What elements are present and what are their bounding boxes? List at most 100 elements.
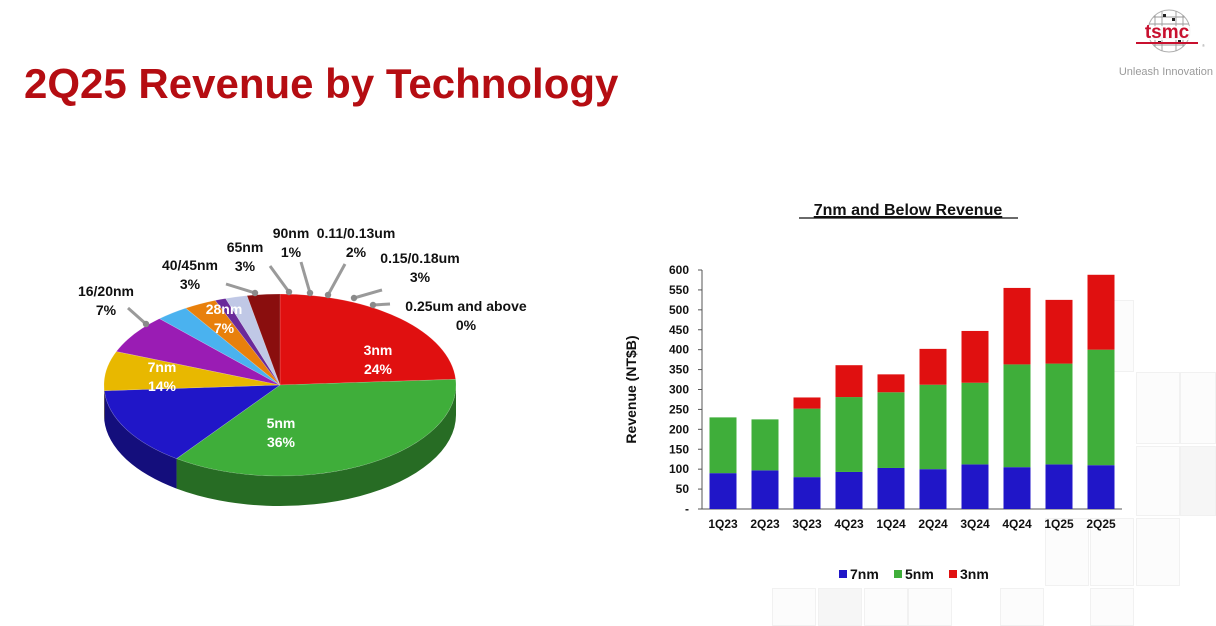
bar-3nm-2Q25 [1088,275,1115,350]
pie-leader-dot [325,292,331,298]
pie-label-value: 7% [96,302,117,318]
y-tick-label: 400 [669,343,689,357]
bar-7nm-4Q23 [836,472,863,509]
pie-label-name: 7nm [148,359,177,375]
x-tick-label: 3Q24 [960,517,990,531]
pie-leader-line [328,264,345,295]
y-tick-label: 150 [669,442,689,456]
background-grid-square [1180,446,1216,516]
page-title: 2Q25 Revenue by Technology [24,60,618,108]
pie-leader-dot [286,289,292,295]
bar-3nm-2Q24 [920,349,947,385]
x-tick-label: 2Q24 [918,517,948,531]
pie-label-name: 28nm [206,301,243,317]
pie-leader-line [354,290,382,298]
pie-leader-dot [252,290,258,296]
pie-label-value: 7% [214,320,235,336]
pie-label-value: 1% [281,244,302,260]
pie-label-name: 0.25um and above [405,298,527,314]
x-tick-label: 2Q23 [750,517,780,531]
y-tick-label: 450 [669,323,689,337]
bar-5nm-3Q23 [794,409,821,478]
bar-3nm-4Q23 [836,365,863,397]
pie-label-value: 2% [346,244,367,260]
bar-5nm-1Q23 [710,417,737,473]
bar-3nm-3Q24 [962,331,989,383]
bar-7nm-1Q23 [710,473,737,509]
pie-leader-dot [143,321,149,327]
bar-3nm-4Q24 [1004,288,1031,364]
pie-leader-line [301,262,310,293]
x-tick-label: 3Q23 [792,517,822,531]
legend-label: 3nm [960,566,989,582]
pie-label-name: 3nm [364,342,393,358]
pie-label-name: 0.11/0.13um [317,225,396,241]
pie-label-value: 14% [148,378,177,394]
pie-label-name: 16/20nm [78,283,134,299]
y-tick-label: 100 [669,462,689,476]
bar-7nm-3Q23 [794,477,821,509]
y-tick-label: 350 [669,363,689,377]
bar-7nm-2Q24 [920,469,947,509]
svg-text:®: ® [1202,43,1205,48]
pie-label-name: 40/45nm [162,257,218,273]
y-tick-label: 50 [676,482,690,496]
pie-label-name: 5nm [267,415,296,431]
x-tick-label: 2Q25 [1086,517,1116,531]
y-tick-label: 550 [669,283,689,297]
bar-5nm-4Q23 [836,397,863,472]
y-tick-label: 300 [669,383,689,397]
revenue-stacked-bar-chart: 7nm and Below Revenue Revenue (NT$B) - 50 10… [600,190,1160,600]
legend-swatch [894,570,902,578]
bar-5nm-2Q24 [920,385,947,469]
legend-swatch [949,570,957,578]
tagline: Unleash Innovation [1100,66,1213,78]
y-tick-label: 200 [669,422,689,436]
pie-label-value: 36% [267,434,296,450]
pie-label-value: 3% [180,276,201,292]
y-tick-label: 600 [669,263,689,277]
technology-pie-chart: 3nm 24% 5nm 36% 7nm 14% 16/20nm 7% 28nm 7% 40/45nm… [0,200,600,530]
bar-5nm-4Q24 [1004,364,1031,467]
x-tick-label: 4Q24 [1002,517,1032,531]
pie-label-name: 90nm [273,225,310,241]
pie-leader-dot [370,302,376,308]
y-tick-label: 500 [669,303,689,317]
bar-7nm-2Q23 [752,470,779,509]
bar-3nm-1Q24 [878,374,905,392]
bar-7nm-4Q24 [1004,467,1031,509]
legend-swatch [839,570,847,578]
bar-5nm-2Q25 [1088,350,1115,466]
x-tick-label: 4Q23 [834,517,864,531]
bar-5nm-1Q24 [878,392,905,468]
bars [710,275,1115,509]
legend-label: 5nm [905,566,934,582]
y-tick-label: 250 [669,402,689,416]
y-tick-label: - [685,502,689,516]
x-tick-label: 1Q23 [708,517,738,531]
pie-leader-line [226,284,255,293]
bar-5nm-1Q25 [1046,364,1073,465]
pie-leader-line [270,266,289,292]
bar-3nm-1Q25 [1046,300,1073,364]
legend-label: 7nm [850,566,879,582]
pie-label-value: 0% [456,317,477,333]
chart-title: 7nm and Below Revenue [814,202,1003,219]
pie-leader-dot [307,290,313,296]
legend: 7nm 5nm 3nm [839,566,989,582]
x-tick-label: 1Q24 [876,517,906,531]
x-tick-label: 1Q25 [1044,517,1074,531]
bar-7nm-2Q25 [1088,465,1115,509]
logo-text: tsmc [1145,22,1190,43]
bar-7nm-3Q24 [962,464,989,509]
bar-5nm-3Q24 [962,383,989,465]
bar-5nm-2Q23 [752,419,779,470]
pie-label-name: 0.15/0.18um [380,250,459,266]
background-grid-square [1180,372,1216,444]
pie-leader-dot [351,295,357,301]
y-axis-label: Revenue (NT$B) [623,335,639,443]
pie-label-value: 3% [410,269,431,285]
pie-label-value: 24% [364,361,393,377]
pie-label-value: 3% [235,258,256,274]
bar-3nm-3Q23 [794,397,821,408]
